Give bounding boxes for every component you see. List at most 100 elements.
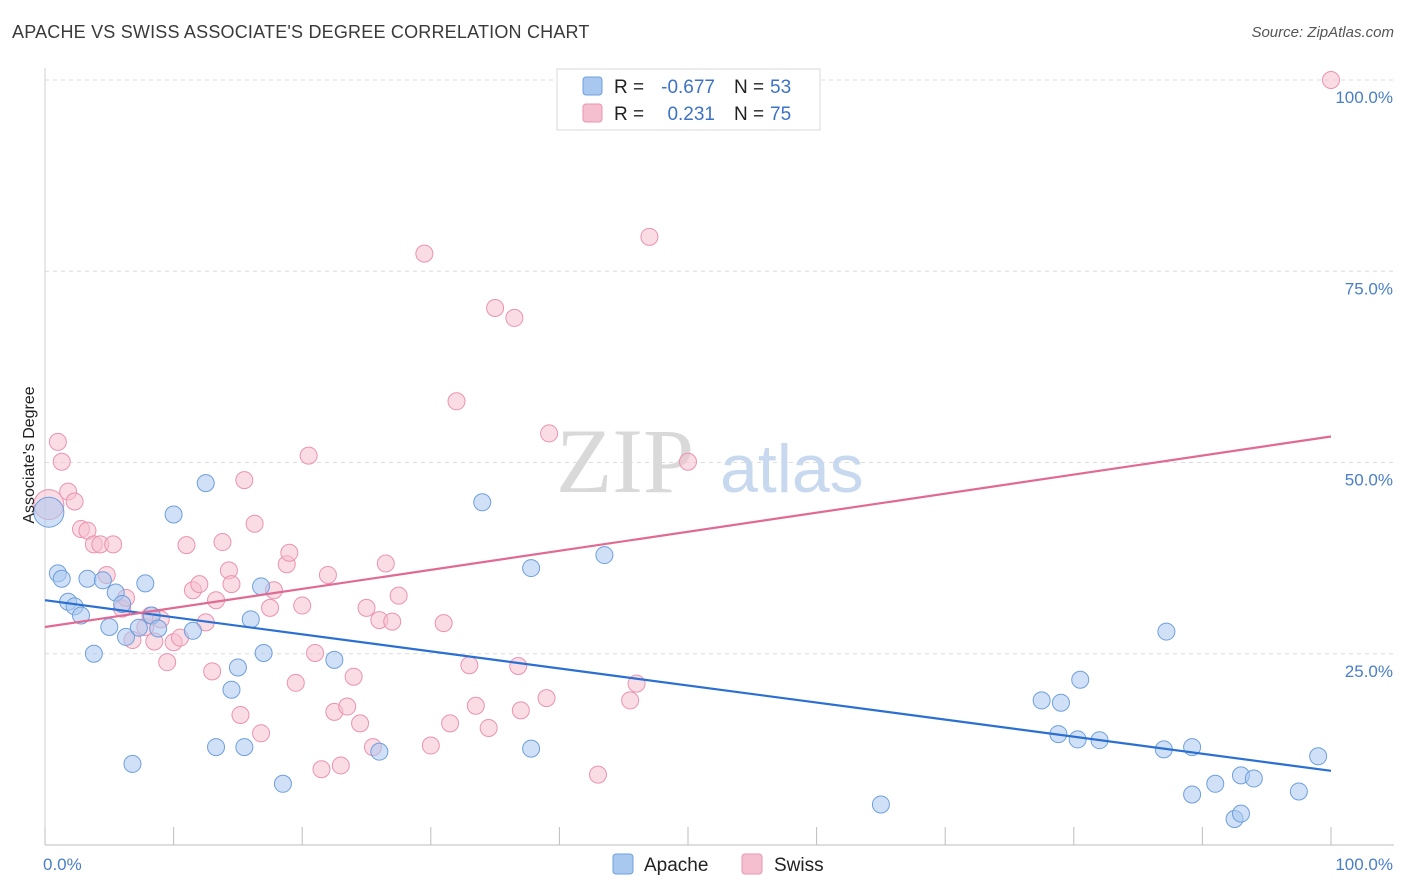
apache-point-21	[228, 658, 247, 677]
apache-point-31	[595, 546, 614, 565]
swiss-point-74	[1322, 71, 1340, 89]
apache-point-32	[123, 754, 142, 773]
swiss-point-62	[479, 718, 498, 737]
apache-point-6	[84, 644, 103, 663]
apache-point-40	[1068, 730, 1087, 749]
swiss-point-60	[460, 656, 479, 675]
swiss-point-2	[52, 452, 71, 471]
legend-swiss-r-label: R =	[614, 104, 644, 125]
swiss-point-52	[376, 554, 395, 573]
swiss-trend-line	[44, 435, 1332, 629]
swiss-point-4	[65, 492, 84, 511]
swiss-point-46	[338, 697, 357, 716]
swiss-point-59	[447, 392, 466, 411]
swiss-point-38	[286, 673, 305, 692]
axes	[44, 68, 1394, 846]
apache-trend-line	[44, 599, 1332, 772]
swiss-point-31	[235, 471, 254, 490]
swiss-point-30	[231, 705, 250, 724]
apache-point-23	[252, 577, 271, 596]
apache-point-11	[113, 595, 132, 614]
apache-point-27	[370, 742, 389, 761]
swiss-point-48	[351, 714, 370, 733]
swiss-point-58	[441, 714, 460, 733]
swiss-point-55	[415, 244, 434, 263]
legend-apache-n-label: N =	[734, 77, 764, 98]
apache-point-9	[100, 617, 119, 636]
tick-labels: 25.0% 50.0% 75.0% 100.0% 0.0% 100.0%	[43, 88, 1393, 874]
grid-lines	[45, 79, 1394, 655]
swiss-point-72	[640, 227, 659, 246]
apache-point-22	[241, 610, 260, 629]
swiss-point-70	[621, 691, 640, 710]
apache-point-0	[33, 496, 65, 528]
swiss-point-10	[104, 535, 123, 554]
y-tick-label-1: 50.0%	[1345, 471, 1393, 490]
apache-point-19	[196, 474, 215, 493]
swiss-point-53	[383, 612, 402, 631]
swiss-point-56	[421, 736, 440, 755]
apache-point-20	[222, 680, 241, 699]
apache-point-7	[78, 569, 97, 588]
swiss-point-32	[245, 514, 264, 533]
apache-point-44	[1183, 785, 1202, 804]
legend-apache-r-label: R =	[614, 77, 644, 98]
apache-point-13	[129, 618, 148, 637]
apache-point-25	[273, 774, 292, 793]
legend-swiss-n-value: 75	[770, 104, 791, 125]
swiss-point-49	[357, 598, 376, 617]
scatter-points	[33, 71, 1340, 828]
swiss-point-66	[511, 701, 530, 720]
swiss-point-63	[486, 298, 505, 317]
apache-point-38	[1071, 670, 1090, 689]
swiss-point-57	[434, 614, 453, 633]
legend: R = -0.677 N = 53 R = 0.231 N = 75	[556, 68, 821, 131]
y-tick-label-0: 25.0%	[1345, 662, 1393, 681]
swiss-point-68	[540, 424, 559, 443]
apache-point-37	[1051, 693, 1070, 712]
apache-point-29	[522, 559, 541, 578]
swiss-point-18	[158, 653, 177, 672]
apache-point-8	[93, 571, 112, 590]
swiss-point-33	[252, 724, 271, 743]
apache-point-28	[473, 493, 492, 512]
apache-point-35	[871, 795, 890, 814]
swiss-point-64	[505, 308, 524, 327]
apache-point-34	[235, 738, 254, 757]
trend-lines	[44, 435, 1332, 772]
apache-point-46	[1206, 774, 1225, 793]
apache-point-26	[325, 650, 344, 669]
bottom-legend-swatch-swiss	[741, 853, 763, 875]
swiss-point-39	[293, 596, 312, 615]
swiss-point-37	[280, 543, 299, 562]
x-tick-label-1: 100.0%	[1335, 855, 1393, 874]
swiss-point-73	[679, 452, 697, 471]
swiss-point-25	[203, 662, 222, 681]
y-tick-label-3: 100.0%	[1335, 88, 1393, 107]
swiss-point-61	[466, 696, 485, 715]
legend-swiss-r-value: 0.231	[667, 104, 715, 125]
swiss-point-1	[48, 432, 67, 451]
swiss-point-54	[389, 586, 408, 605]
legend-apache-r-value: -0.677	[661, 77, 715, 98]
swiss-point-27	[213, 533, 232, 552]
swiss-point-40	[299, 446, 318, 465]
x-tick-label-0: 0.0%	[43, 855, 82, 874]
apache-point-50	[1244, 769, 1263, 788]
source-label: Source: ZipAtlas.com	[1251, 24, 1394, 41]
bottom-legend: Apache Swiss	[612, 853, 824, 876]
swiss-point-69	[588, 765, 607, 784]
apache-point-5	[72, 606, 91, 625]
watermark-atlas: atlas	[720, 431, 864, 507]
apache-point-33	[207, 738, 226, 757]
apache-point-14	[136, 574, 155, 593]
swiss-point-34	[261, 598, 280, 617]
legend-swiss-n-label: N =	[734, 104, 764, 125]
apache-point-43	[1157, 622, 1176, 641]
legend-swatch-swiss	[582, 103, 603, 123]
apache-point-2	[52, 569, 71, 588]
watermark-zip: ZIP	[556, 410, 694, 512]
apache-point-17	[164, 505, 183, 524]
legend-swatch-apache	[582, 76, 603, 96]
